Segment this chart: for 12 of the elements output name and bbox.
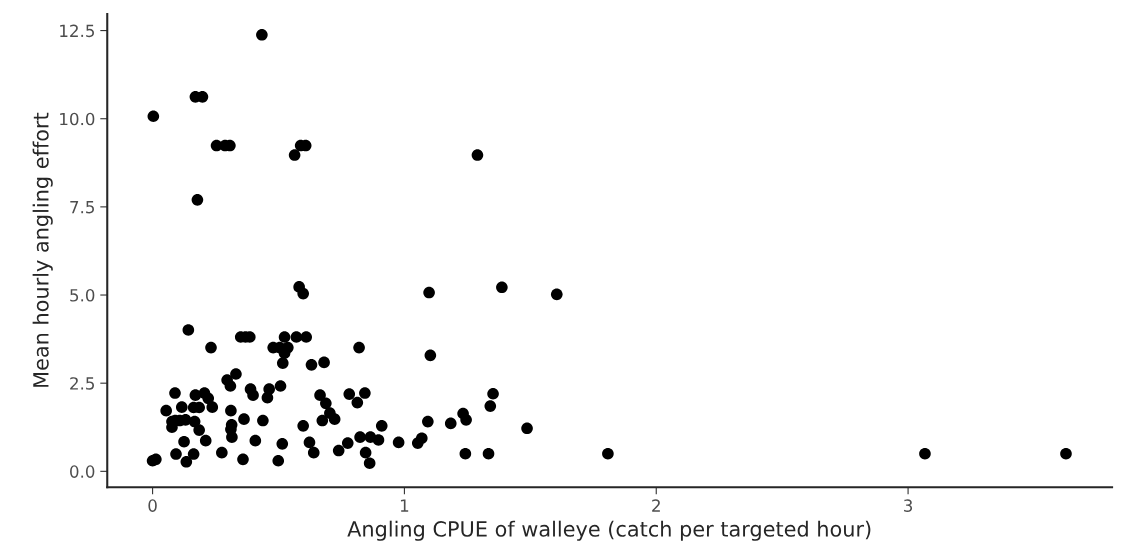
x-tick-label: 1	[400, 499, 409, 512]
y-tick-label: 0.0	[70, 465, 95, 478]
x-tick-label: 2	[652, 499, 660, 512]
y-tick-label: 12.5	[60, 24, 94, 38]
y-tick-label: 10.0	[60, 112, 95, 126]
y-tick-label: 2.5	[70, 377, 94, 390]
y-tick-label: 7.5	[70, 201, 94, 214]
x-axis-title: Angling CPUE of walleye (catch per targeted hour)	[347, 520, 871, 541]
y-tick-label: 5.0	[70, 288, 95, 302]
x-tick-label: 3	[904, 499, 913, 512]
y-axis-title: Mean hourly angling effort	[32, 112, 53, 387]
x-tick-label: 0	[148, 499, 157, 512]
